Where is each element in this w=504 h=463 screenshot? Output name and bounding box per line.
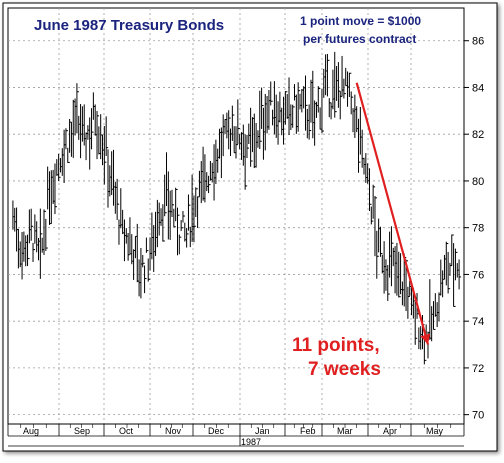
annotation-line-1: 11 points, (292, 335, 380, 356)
y-tick-label: 74 (472, 316, 484, 328)
y-axis: 70 72 74 76 78 80 82 84 86 (463, 8, 484, 424)
y-tick-label: 76 (472, 269, 484, 281)
grid-lines (8, 8, 464, 424)
y-tick-label: 70 (472, 410, 484, 422)
plot-area (7, 7, 465, 425)
month-label: Oct (119, 426, 134, 436)
y-tick-label: 80 (472, 176, 484, 188)
y-tick-label: 84 (472, 82, 484, 94)
month-label: Feb (300, 426, 316, 436)
note-line-2: per futures contract (303, 32, 416, 46)
y-tick-label: 82 (472, 129, 484, 141)
month-label: Jan (255, 426, 270, 436)
downtrend-line (355, 82, 430, 345)
month-label: May (426, 426, 444, 436)
month-label: Mar (337, 426, 353, 436)
year-label: 1987 (241, 437, 261, 447)
y-tick-label: 86 (472, 36, 484, 48)
month-label: Sep (74, 426, 90, 436)
annotation-line-2: 7 weeks (308, 359, 381, 380)
month-label: Apr (383, 426, 397, 436)
month-label: Dec (208, 426, 225, 436)
downtrend-arrowhead (420, 333, 431, 345)
chart-title: June 1987 Treasury Bonds (34, 17, 224, 34)
note-line-1: 1 point move = $1000 (300, 14, 421, 28)
x-axis: Aug Sep Oct Nov Dec Jan Feb Mar Apr May 1987 (7, 423, 465, 447)
y-tick-label: 78 (472, 223, 484, 235)
month-label: Aug (23, 426, 39, 436)
y-tick-label: 72 (472, 363, 484, 375)
month-label: Nov (165, 426, 182, 436)
